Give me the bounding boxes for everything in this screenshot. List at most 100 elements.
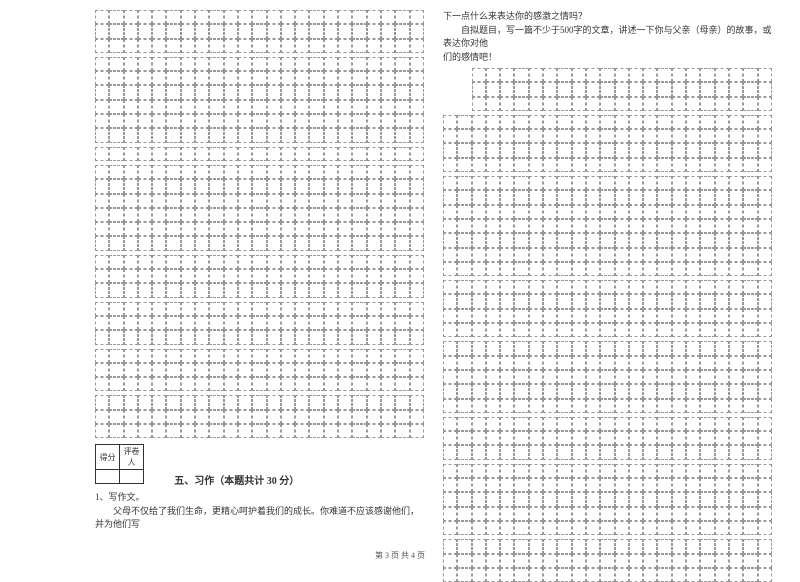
grid-cell [629, 431, 643, 445]
grid-cell [457, 294, 471, 308]
grid-cell [381, 165, 395, 179]
grid-cell [281, 236, 295, 250]
grid-cell [529, 158, 543, 172]
grid-cell [729, 431, 743, 445]
grid-cell [124, 194, 138, 208]
grid-cell [472, 129, 486, 143]
grid-cell [443, 384, 457, 398]
grid-cell [472, 280, 486, 294]
grid-cell [700, 280, 714, 294]
grid-cell [281, 147, 295, 161]
grid-cell [252, 39, 266, 53]
grid-cell [138, 85, 152, 99]
grid-cell [629, 97, 643, 111]
grid-cell [267, 208, 281, 222]
grid-cell [267, 377, 281, 391]
grid-cell [615, 280, 629, 294]
grid-cell [209, 222, 223, 236]
grid-cell [615, 399, 629, 413]
grid-cell [600, 248, 614, 262]
grid-cell [529, 492, 543, 506]
grid-cell [267, 114, 281, 128]
grid-cell [295, 100, 309, 114]
grid-cell [543, 280, 557, 294]
grid-cell [224, 71, 238, 85]
grid-cell [500, 309, 514, 323]
grid-cell [324, 71, 338, 85]
grid-cell [410, 114, 424, 128]
grid-cell [238, 165, 252, 179]
grid-cell [700, 294, 714, 308]
grid-cell [352, 363, 366, 377]
grid-cell [529, 431, 543, 445]
grid-cell [543, 445, 557, 459]
grid-cell [615, 233, 629, 247]
grid-cell [395, 147, 409, 161]
grid-cell [472, 507, 486, 521]
grid-cell [381, 236, 395, 250]
grid-cell [615, 143, 629, 157]
grid-cell [600, 309, 614, 323]
grid-cell [672, 248, 686, 262]
grid-cell [309, 283, 323, 297]
grid-cell [600, 190, 614, 204]
grid-cell [457, 431, 471, 445]
grid-cell [672, 68, 686, 82]
grid-cell [295, 208, 309, 222]
grid-cell [367, 236, 381, 250]
grid-cell [457, 521, 471, 535]
grid-cell [295, 236, 309, 250]
grid-cell [209, 283, 223, 297]
grid-cell [543, 248, 557, 262]
grid-cell [224, 85, 238, 99]
grid-row [443, 97, 775, 111]
grid-cell [309, 377, 323, 391]
grid-cell [252, 424, 266, 438]
writing-grid-left [95, 10, 427, 438]
grid-row [443, 68, 775, 82]
grid-cell [138, 302, 152, 316]
grid-cell [95, 222, 109, 236]
grid-cell [629, 280, 643, 294]
grid-cell [486, 190, 500, 204]
grid-cell [629, 384, 643, 398]
grid-cell [457, 492, 471, 506]
grid-cell [586, 262, 600, 276]
grid-cell [324, 222, 338, 236]
grid-cell [743, 233, 757, 247]
grid-cell [443, 492, 457, 506]
grid-cell [443, 341, 457, 355]
grid-cell [572, 521, 586, 535]
grid-cell [700, 115, 714, 129]
grid-cell [557, 309, 571, 323]
grid-cell [758, 507, 772, 521]
grid-cell [338, 179, 352, 193]
grid-cell [586, 115, 600, 129]
grid-cell [457, 190, 471, 204]
grid-cell [600, 341, 614, 355]
grid-cell [472, 521, 486, 535]
grid-cell [715, 431, 729, 445]
grid-cell [500, 115, 514, 129]
grid-cell [758, 158, 772, 172]
grid-cell [138, 363, 152, 377]
grid-row [95, 114, 427, 128]
grid-row [443, 143, 775, 157]
grid-cell [729, 97, 743, 111]
grid-cell [309, 349, 323, 363]
grid-cell [281, 208, 295, 222]
grid-cell [124, 255, 138, 269]
grid-cell [514, 115, 528, 129]
grid-cell [367, 208, 381, 222]
grid-cell [615, 341, 629, 355]
grid-cell [643, 294, 657, 308]
grid-cell [472, 248, 486, 262]
grid-cell [324, 283, 338, 297]
grid-cell [629, 129, 643, 143]
grid-cell [600, 478, 614, 492]
grid-cell [152, 85, 166, 99]
grid-cell [309, 165, 323, 179]
question-line-1: 1、写作文。 [95, 491, 427, 505]
grid-cell [209, 85, 223, 99]
grid-cell [729, 233, 743, 247]
